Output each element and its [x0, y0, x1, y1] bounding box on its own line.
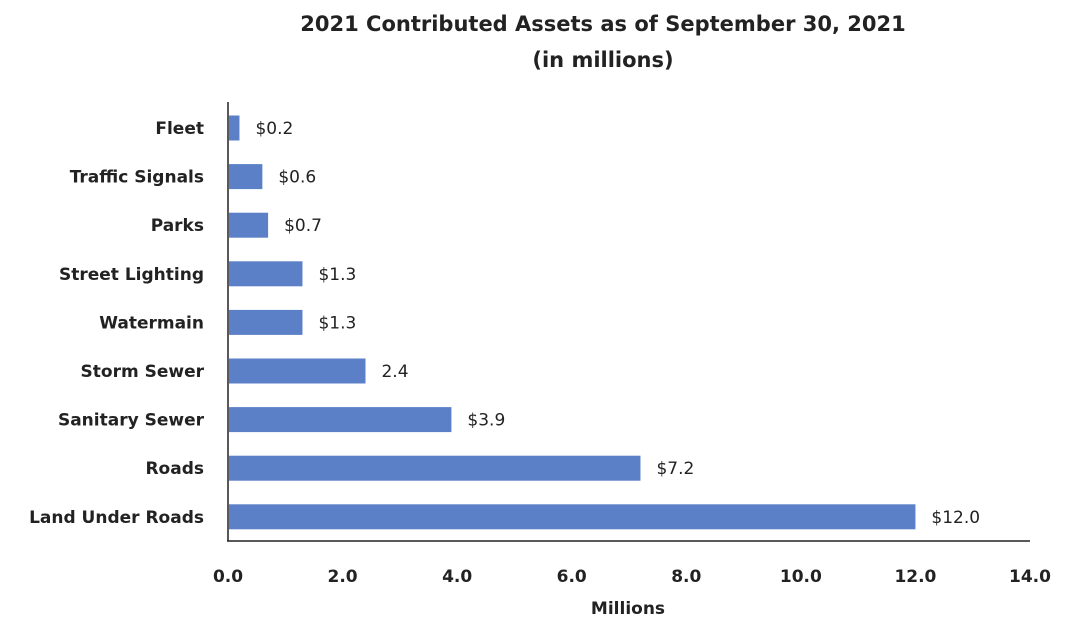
data-label: $1.3 — [318, 313, 356, 333]
data-label: $0.2 — [255, 119, 293, 139]
bar — [229, 358, 366, 384]
category-label: Watermain — [99, 313, 204, 333]
x-tick-label: 6.0 — [557, 567, 587, 587]
data-label: $3.9 — [467, 411, 505, 431]
x-tick-label: 4.0 — [442, 567, 472, 587]
chart-subtitle: (in millions) — [532, 48, 673, 72]
data-label: $0.7 — [284, 216, 322, 236]
data-label: 2.4 — [381, 362, 408, 382]
bar — [229, 164, 263, 190]
bar — [229, 212, 269, 238]
data-label: $12.0 — [931, 508, 980, 528]
x-tick-label: 12.0 — [894, 567, 936, 587]
category-label: Storm Sewer — [81, 362, 205, 382]
data-label: $1.3 — [318, 265, 356, 285]
x-tick-label: 8.0 — [671, 567, 701, 587]
bar — [229, 261, 303, 287]
x-tick-label: 2.0 — [328, 567, 358, 587]
bar — [229, 504, 916, 530]
bar — [229, 407, 452, 433]
category-label: Parks — [151, 216, 204, 236]
x-tick-label: 14.0 — [1009, 567, 1051, 587]
data-label: $7.2 — [656, 459, 694, 479]
category-label: Land Under Roads — [29, 508, 204, 528]
x-axis-title: Millions — [591, 599, 665, 619]
category-label: Street Lighting — [59, 265, 204, 285]
chart-title: 2021 Contributed Assets as of September … — [300, 12, 905, 36]
category-label: Sanitary Sewer — [58, 411, 205, 431]
plot-area: Fleet $0.2 Traffic Signals $0.6 Parks $0.7 Str… — [29, 102, 1051, 587]
category-label: Traffic Signals — [70, 168, 204, 188]
data-label: $0.6 — [278, 168, 316, 188]
category-label: Fleet — [155, 119, 204, 139]
bar — [229, 455, 641, 481]
category-label: Roads — [145, 459, 204, 479]
x-tick-label: 0.0 — [213, 567, 243, 587]
bar — [229, 115, 240, 141]
bar — [229, 309, 303, 335]
x-tick-label: 10.0 — [780, 567, 822, 587]
